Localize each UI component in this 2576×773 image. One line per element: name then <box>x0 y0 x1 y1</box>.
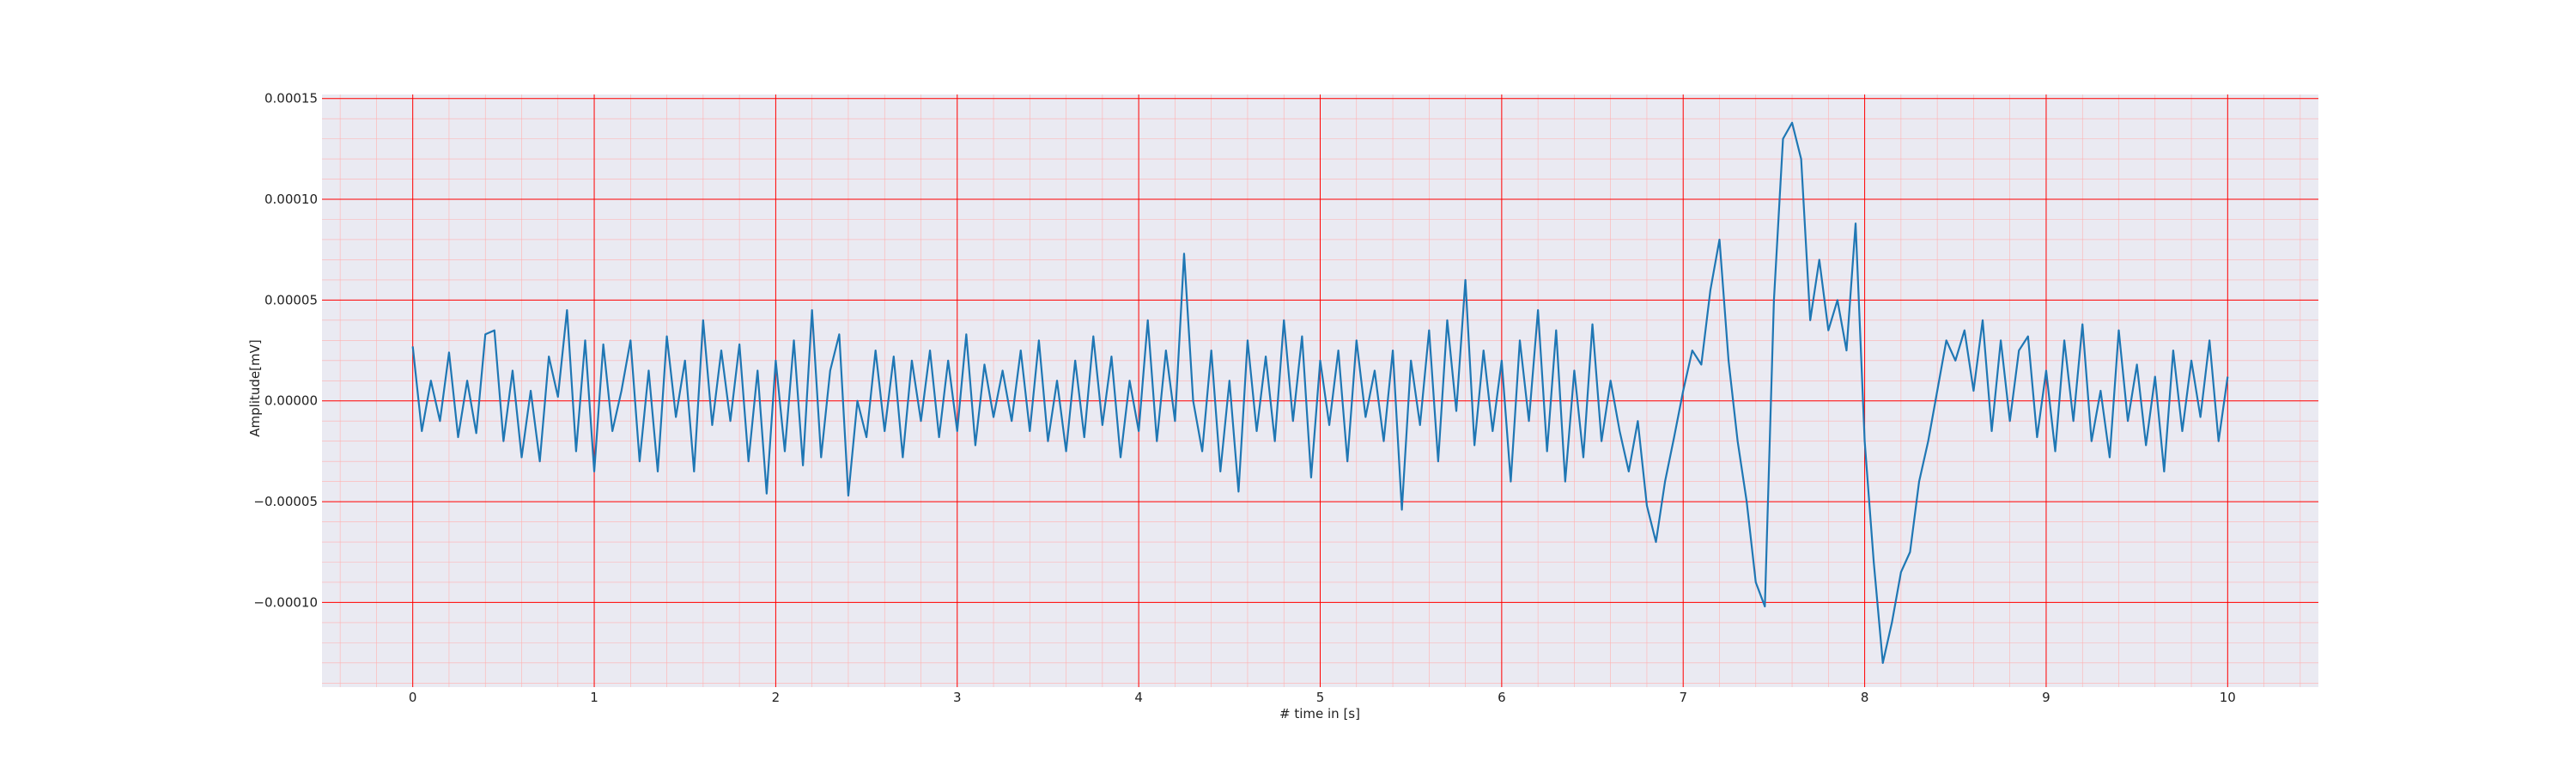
y-tick-labels: 0.00015 0.00010 0.00005 0.00000 −0.00005 −0.0… <box>253 91 318 611</box>
x-tick-label: 8 <box>1861 690 1869 705</box>
x-tick-label: 2 <box>772 690 781 705</box>
x-tick-label: 5 <box>1316 690 1325 705</box>
x-tick-label: 4 <box>1134 690 1143 705</box>
y-tick-label: 0.00015 <box>264 91 318 107</box>
x-tick-label: 7 <box>1679 690 1687 705</box>
x-tick-label: 6 <box>1498 690 1506 705</box>
series-line-signal <box>411 121 2229 664</box>
x-tick-label: 10 <box>2220 690 2236 705</box>
y-tick-label: 0.00005 <box>264 292 318 307</box>
y-tick-label: −0.00005 <box>253 494 318 509</box>
y-axis-label: Amplitude[mV] <box>247 339 263 436</box>
y-tick-label: −0.00010 <box>253 594 318 610</box>
x-tick-labels: 0 1 2 3 4 5 6 7 8 9 10 <box>409 690 2236 705</box>
major-grid <box>322 94 2318 687</box>
x-tick-label: 1 <box>590 690 598 705</box>
x-tick-label: 0 <box>409 690 417 705</box>
x-tick-label: 9 <box>2042 690 2050 705</box>
y-tick-label: 0.00000 <box>264 393 318 409</box>
x-tick-label: 3 <box>953 690 962 705</box>
y-tick-label: 0.00010 <box>264 192 318 207</box>
x-axis-label: # time in [s] <box>1279 706 1360 721</box>
series-layer <box>411 121 2229 664</box>
